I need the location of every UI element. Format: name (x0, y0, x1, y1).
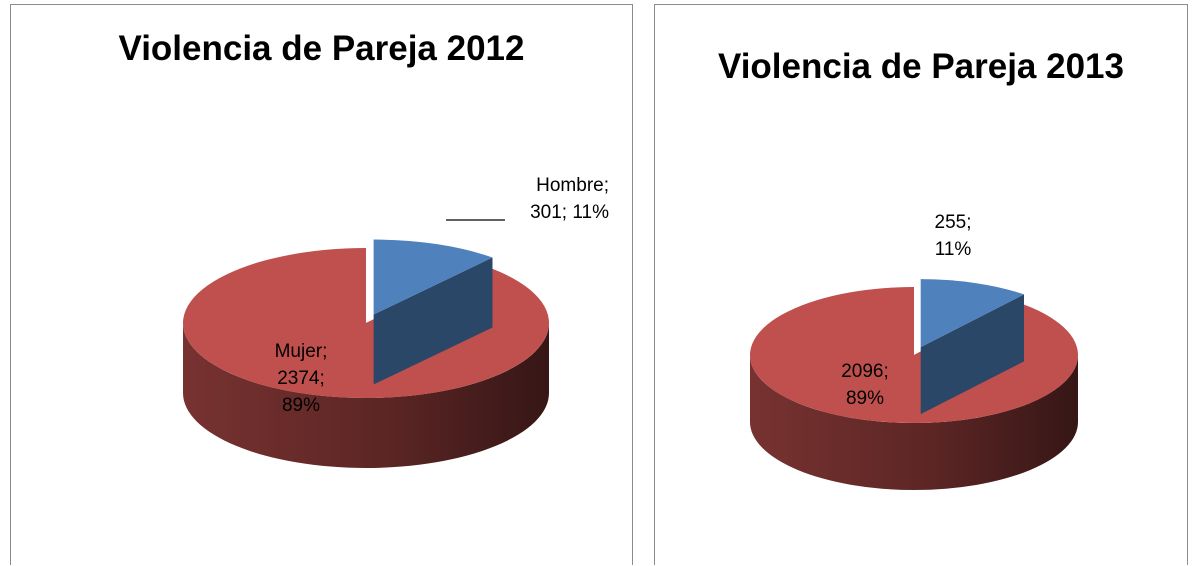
pie-slice-cut-face (920, 294, 1024, 415)
pie-slice-hombre (373, 239, 493, 385)
pie-slice-slice-1 (920, 279, 1024, 415)
pie-chart-2013: 255; 11% 2096; 89% (749, 212, 1078, 490)
pie-chart-2012: Hombre; 301; 11% Mujer; 2374; 89% (182, 175, 609, 468)
data-label-1: 255; 11% (935, 212, 972, 260)
pie-slice-cut-face (373, 257, 493, 385)
pie-slice-side (183, 323, 549, 468)
pie-slice-slice-2 (749, 287, 1078, 490)
pie-slice-top (920, 279, 1024, 348)
pie-slice-mujer (182, 248, 549, 468)
pie-slice-top (182, 248, 549, 398)
chart-2013-title: Violencia de Pareja 2013 (717, 47, 1124, 86)
pie-slice-top (373, 239, 493, 315)
chart-2013-panel: Violencia de Pareja 2013 255; 11% 2096; 89% (654, 4, 1188, 565)
chart-2012-title: Violencia de Pareja 2012 (118, 29, 525, 68)
pie-slice-top (749, 287, 1078, 423)
data-label-2: 2096; 89% (841, 361, 889, 409)
chart-2012-panel: Violencia de Pareja 2012 Hombre; 301; 11%… (10, 4, 633, 565)
data-label-2: Mujer; 2374; 89% (275, 341, 328, 416)
pie-slice-side (750, 355, 1078, 490)
data-label-1: Hombre; 301; 11% (530, 175, 609, 223)
